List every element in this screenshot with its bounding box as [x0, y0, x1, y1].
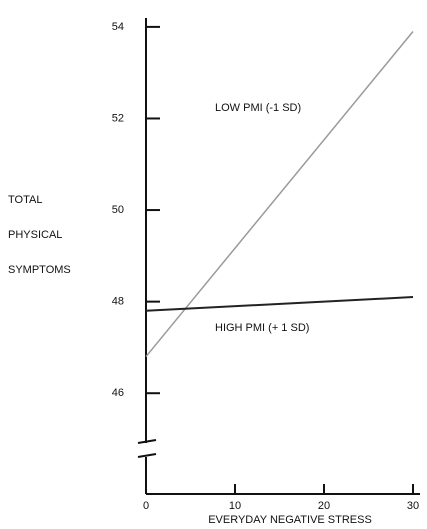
y-tick-label: 46 [112, 387, 124, 399]
x-tick-label: 0 [143, 500, 149, 512]
series-label: HIGH PMI (+ 1 SD) [215, 322, 309, 334]
axis-break [137, 439, 157, 444]
y-tick-label: 48 [112, 296, 124, 308]
y-tick-label: 54 [112, 21, 124, 33]
y-axis-label: TOTAL [8, 194, 42, 206]
y-tick-label: 50 [112, 204, 124, 216]
series-line [145, 296, 414, 312]
series-label: LOW PMI (-1 SD) [215, 102, 301, 114]
y-tick-label: 52 [112, 112, 124, 124]
x-tick-label: 10 [229, 500, 241, 512]
series-line [145, 30, 414, 358]
x-axis-label: EVERYDAY NEGATIVE STRESS [208, 514, 372, 526]
y-axis-label: SYMPTOMS [8, 264, 71, 276]
x-tick-label: 20 [318, 500, 330, 512]
y-axis-label: PHYSICAL [8, 229, 62, 241]
axis-break [137, 453, 157, 458]
x-tick-label: 30 [407, 500, 419, 512]
